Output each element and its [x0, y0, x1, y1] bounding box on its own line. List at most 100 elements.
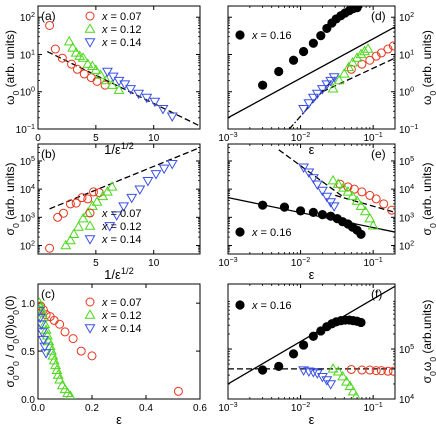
- data-point: [365, 55, 375, 65]
- data-point: [77, 193, 87, 203]
- legend-marker: [85, 297, 95, 307]
- data-point: [87, 351, 97, 361]
- fit-line-dashed: [278, 149, 345, 199]
- data-point: [298, 105, 310, 115]
- x-tick-label: 10: [148, 258, 160, 269]
- y-tick-label: 104: [399, 392, 414, 407]
- data-point: [77, 52, 89, 62]
- data-point: [166, 112, 178, 123]
- data-point: [149, 97, 161, 108]
- data-point: [332, 366, 344, 376]
- data-point: [347, 385, 359, 396]
- data-point: [71, 198, 81, 208]
- data-point: [362, 43, 374, 53]
- data-point: [365, 365, 375, 375]
- legend-label: x = 0.12: [101, 24, 141, 36]
- data-point: [39, 342, 51, 353]
- data-point: [316, 186, 328, 197]
- data-point: [63, 35, 75, 46]
- x-axis-label: ε: [309, 267, 315, 282]
- x-tick-label: 5: [93, 258, 99, 269]
- data-point: [113, 84, 125, 94]
- y-tick-label: 100: [20, 84, 35, 99]
- data-point: [83, 194, 93, 204]
- data-point: [311, 89, 323, 100]
- data-point: [357, 59, 367, 69]
- data-point: [150, 170, 162, 180]
- data-point: [371, 51, 381, 61]
- data-point: [74, 50, 86, 60]
- data-point: [258, 365, 268, 375]
- data-point: [371, 366, 381, 376]
- data-point: [338, 182, 349, 192]
- data-point: [68, 228, 80, 239]
- data-points: [258, 163, 395, 239]
- data-point: [359, 205, 371, 216]
- x-tick-label: 10−2: [291, 130, 310, 145]
- x-axis-label: ε: [116, 412, 122, 426]
- data-point: [55, 319, 65, 329]
- data-point: [303, 168, 315, 178]
- plot-frame: [227, 143, 396, 255]
- panel-tag: (e): [371, 147, 386, 161]
- legend-marker: [84, 235, 96, 245]
- data-point: [58, 208, 68, 218]
- x-tick-label: 10−3: [218, 400, 237, 415]
- data-point: [274, 66, 284, 77]
- y-tick-label: 101: [20, 47, 35, 62]
- legend-marker: [85, 208, 95, 218]
- panel-tag: (f): [371, 287, 382, 301]
- data-point: [359, 45, 370, 56]
- legend-label: x = 0.16: [251, 30, 291, 42]
- data-point: [65, 390, 76, 399]
- x-tick-label: 0.6: [193, 403, 207, 414]
- data-point: [76, 346, 86, 356]
- legend-marker: [84, 220, 96, 230]
- fit-line-dashdot: [288, 76, 336, 129]
- fit-line-dashed: [49, 146, 200, 210]
- data-point: [38, 313, 46, 324]
- y-tick-label: 104: [399, 182, 414, 197]
- panel-tag: (a): [41, 9, 56, 23]
- legend-marker: [84, 324, 96, 334]
- panel-f: 10−3 10−2 10−1 104 105 ε σ0ω0 (arb.units) (f) x …: [218, 283, 436, 426]
- data-point: [118, 202, 130, 212]
- panel-tag: (b): [41, 147, 56, 161]
- data-point: [388, 366, 395, 376]
- fit-lines: [49, 146, 200, 210]
- x-tick-label: 0.2: [85, 403, 99, 414]
- x-tick-label: 10−3: [218, 130, 237, 145]
- data-point: [379, 199, 389, 209]
- data-point: [356, 229, 366, 239]
- data-point: [338, 68, 350, 78]
- data-point: [68, 334, 78, 344]
- data-point: [332, 178, 344, 188]
- data-point: [288, 55, 299, 65]
- data-point: [288, 349, 299, 359]
- y-tick-label: 105: [20, 153, 35, 168]
- fit-line-dashed: [322, 57, 395, 93]
- data-point: [316, 85, 328, 95]
- data-point: [38, 320, 47, 331]
- fit-lines: [46, 50, 200, 127]
- legend-marker: [235, 227, 245, 237]
- data-point: [298, 163, 310, 174]
- plot-frame: [227, 5, 396, 130]
- panel-tag: (c): [41, 287, 55, 301]
- data-point: [347, 190, 359, 201]
- y-tick-label: 1.0: [21, 299, 35, 310]
- x-axis-label: 1/ε1/2: [104, 266, 134, 282]
- data-point: [279, 202, 290, 212]
- data-point: [40, 349, 52, 359]
- data-points: [38, 297, 183, 399]
- data-point: [101, 67, 113, 78]
- data-point: [50, 44, 60, 54]
- x-tick-label: 10−1: [363, 400, 382, 415]
- legend-label: x = 0.16: [251, 227, 291, 239]
- legend-label: x = 0.14: [101, 323, 141, 335]
- data-point: [38, 307, 45, 317]
- data-point: [77, 212, 89, 223]
- data-point: [317, 210, 328, 220]
- data-point: [106, 181, 118, 191]
- data-point: [341, 376, 353, 386]
